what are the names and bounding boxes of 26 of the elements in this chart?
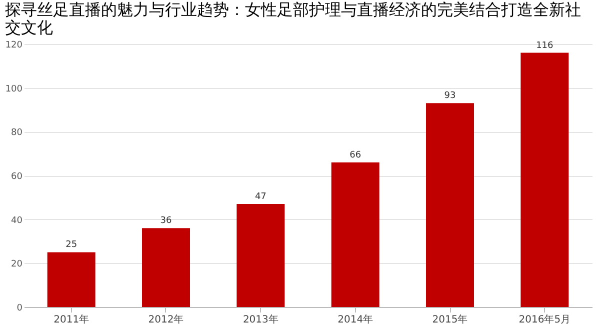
data-label: 93 xyxy=(444,91,456,102)
x-tick-label: 2013年 xyxy=(242,314,278,326)
data-label: 116 xyxy=(536,40,554,51)
data-label: 47 xyxy=(254,192,266,202)
chart-title: 探寻丝足直播的魅力与行业趋势：女性足部护理与直播经济的完美结合打造全新社交文化 xyxy=(4,0,581,37)
y-tick-label: 80 xyxy=(11,128,23,138)
bar xyxy=(142,228,190,307)
bar xyxy=(331,162,380,307)
y-tick-label: 40 xyxy=(11,216,23,226)
bar xyxy=(236,204,285,307)
x-tick-label: 2014年 xyxy=(338,314,374,326)
y-tick-label: 0 xyxy=(16,304,23,314)
data-label: 25 xyxy=(66,240,78,250)
data-label: 66 xyxy=(350,150,362,160)
y-tick-label: 60 xyxy=(11,172,23,182)
x-tick-label: 2012年 xyxy=(148,314,184,326)
data-label: 36 xyxy=(160,216,172,226)
y-tick-label: 20 xyxy=(11,260,23,270)
bar xyxy=(520,52,569,307)
bar xyxy=(47,252,96,307)
y-tick-label: 100 xyxy=(5,84,23,94)
bar xyxy=(426,103,474,307)
x-tick-label: 2016年5月 xyxy=(518,314,571,326)
x-tick-label: 2015年 xyxy=(432,314,468,326)
y-tick-label: 120 xyxy=(5,40,23,50)
x-tick-label: 2011年 xyxy=(54,314,90,326)
